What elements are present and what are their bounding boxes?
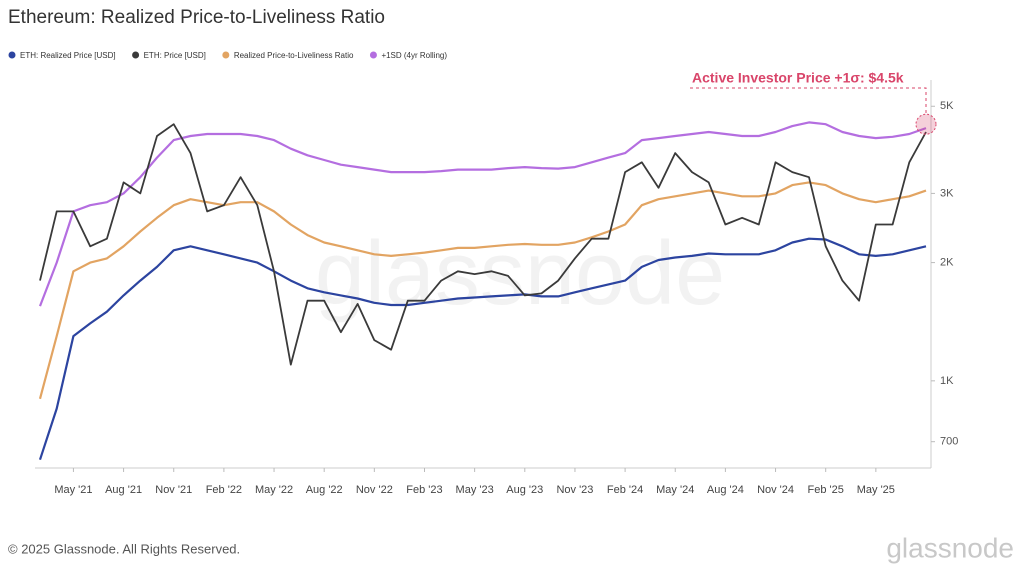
- y-tick-label: 2K: [940, 256, 954, 268]
- y-tick-label: 1K: [940, 375, 954, 387]
- x-tick-label: Nov '23: [556, 484, 593, 496]
- x-tick-label: Nov '24: [757, 484, 794, 496]
- x-tick-label: May '25: [857, 484, 895, 496]
- chart-title: Ethereum: Realized Price-to-Liveliness R…: [8, 7, 385, 28]
- legend-swatch: [8, 51, 16, 59]
- legend-swatch: [222, 51, 230, 59]
- x-tick-label: Feb '22: [206, 484, 242, 496]
- legend-label: +1SD (4yr Rolling): [381, 51, 447, 60]
- annotation-marker: [915, 113, 937, 135]
- x-tick-label: Aug '22: [306, 484, 343, 496]
- series-line: [38, 237, 927, 461]
- x-tick-label: Nov '21: [155, 484, 192, 496]
- x-tick-label: May '22: [255, 484, 293, 496]
- x-tick-label: May '21: [54, 484, 92, 496]
- series-line: [38, 181, 927, 400]
- x-tick-label: Feb '25: [808, 484, 844, 496]
- x-tick-label: May '23: [456, 484, 494, 496]
- x-tick-label: Aug '23: [506, 484, 543, 496]
- watermark: glassnode: [315, 224, 725, 324]
- x-tick-label: Feb '23: [406, 484, 442, 496]
- annotation-leader: [690, 87, 927, 115]
- x-tick-label: Aug '24: [707, 484, 744, 496]
- legend-label: ETH: Realized Price [USD]: [20, 51, 116, 60]
- series-line: [38, 121, 927, 307]
- legend-label: ETH: Price [USD]: [144, 51, 206, 60]
- x-tick-label: Aug '21: [105, 484, 142, 496]
- x-tick-label: May '24: [656, 484, 694, 496]
- legend-label: Realized Price-to-Liveliness Ratio: [234, 51, 354, 60]
- y-tick-label: 700: [940, 436, 958, 448]
- y-tick-label: 5K: [940, 100, 954, 112]
- legend-swatch: [369, 51, 377, 59]
- footer: © 2025 Glassnode. All Rights Reserved.: [8, 541, 240, 556]
- annotation-label: Active Investor Price +1σ: $4.5k: [692, 70, 904, 86]
- x-tick-label: Feb '24: [607, 484, 643, 496]
- series-line: [39, 123, 927, 366]
- y-tick-label: 3K: [940, 187, 954, 199]
- x-tick-label: Nov '22: [356, 484, 393, 496]
- legend-swatch: [132, 51, 140, 59]
- logo: glassnode: [886, 532, 1014, 563]
